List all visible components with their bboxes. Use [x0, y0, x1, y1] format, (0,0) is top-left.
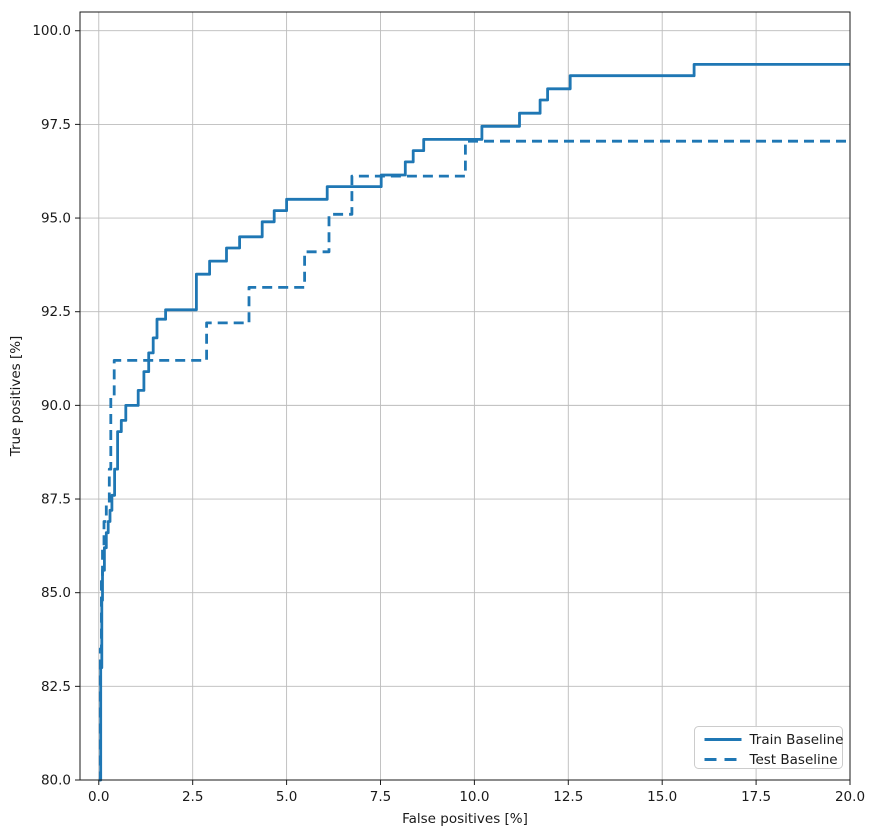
- x-tick-label-5: 12.5: [553, 789, 583, 805]
- x-tick-label-7: 17.5: [741, 789, 771, 805]
- legend-label-1: Test Baseline: [749, 752, 838, 768]
- x-tick-label-3: 7.5: [370, 789, 391, 805]
- axes-frame: [79, 11, 851, 781]
- y-tick-label-4: 90.0: [41, 398, 71, 414]
- y-tick-label-8: 100.0: [32, 23, 71, 39]
- x-tick-label-6: 15.0: [647, 789, 677, 805]
- test-baseline-curve: [98, 139, 850, 782]
- x-tick-label-8: 20.0: [835, 789, 865, 805]
- train-baseline-curve: [98, 63, 850, 782]
- y-tick-label-1: 82.5: [41, 679, 71, 695]
- y-tick-label-6: 95.0: [41, 211, 71, 227]
- plot-area: 0.0 2.5 5.0 7.5 10.0 12.5 15.0 17.5 20.0 80.0 82.5…: [32, 11, 865, 805]
- x-tick-label-0: 0.0: [88, 789, 109, 805]
- y-tick-label-0: 80.0: [41, 773, 71, 789]
- y-axis-label: True positives [%]: [8, 336, 24, 458]
- y-tick-label-2: 85.0: [41, 585, 71, 601]
- x-tick-label-2: 5.0: [276, 789, 297, 805]
- y-tick-label-3: 87.5: [41, 492, 71, 508]
- x-tick-label-4: 10.0: [459, 789, 489, 805]
- legend-label-0: Train Baseline: [749, 732, 844, 748]
- x-tick-label-1: 2.5: [182, 789, 203, 805]
- y-tick-label-7: 97.5: [41, 117, 71, 133]
- x-axis-label: False positives [%]: [402, 811, 528, 827]
- y-tick-label-5: 92.5: [41, 304, 71, 320]
